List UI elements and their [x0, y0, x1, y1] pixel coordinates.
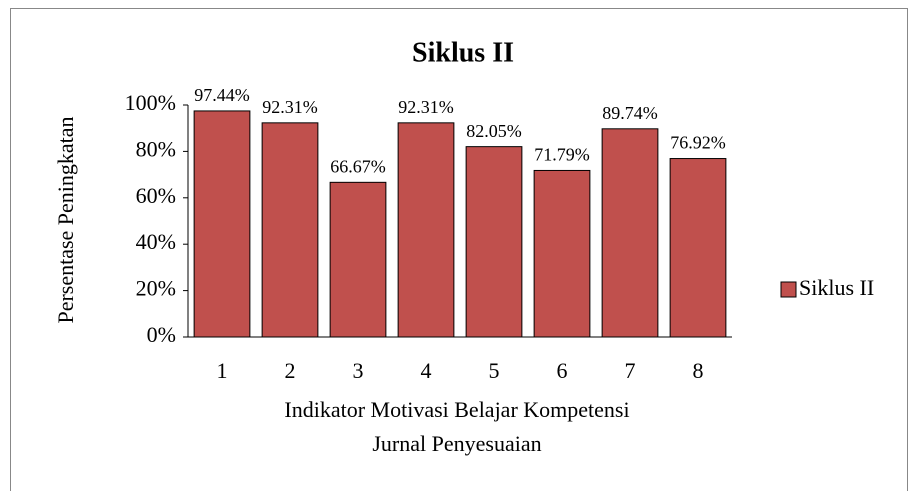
bar	[601, 128, 659, 338]
bar	[397, 122, 455, 338]
value-label: 82.05%	[466, 121, 522, 141]
bar	[533, 169, 591, 338]
y-tick-label: 0%	[147, 322, 176, 347]
x-tick-label: 3	[353, 358, 364, 383]
y-tick-label: 20%	[136, 276, 176, 301]
value-label: 66.67%	[330, 156, 386, 176]
value-label: 92.31%	[262, 97, 318, 117]
y-axis-title: Persentase Peningkatan	[53, 116, 78, 323]
chart-frame	[10, 8, 908, 491]
x-tick-label: 4	[421, 358, 432, 383]
x-tick-label: 1	[217, 358, 228, 383]
x-axis-title: Indikator Motivasi Belajar Kompetensi	[284, 397, 629, 422]
x-tick-label: 5	[489, 358, 500, 383]
legend-label: Siklus II	[799, 275, 874, 300]
bar	[193, 110, 251, 338]
x-tick-label: 8	[693, 358, 704, 383]
bar	[465, 146, 523, 338]
y-tick-label: 100%	[125, 90, 176, 115]
x-axis-title: Jurnal Penyesuaian	[372, 431, 541, 456]
value-label: 92.31%	[398, 97, 454, 117]
bar	[261, 122, 319, 338]
value-label: 71.79%	[534, 145, 590, 165]
chart-title: Siklus II	[412, 37, 514, 68]
x-tick-label: 2	[285, 358, 296, 383]
bar	[669, 158, 727, 338]
value-label: 76.92%	[670, 133, 726, 153]
y-tick-label: 40%	[136, 229, 176, 254]
x-tick-label: 6	[557, 358, 568, 383]
legend-swatch	[780, 281, 797, 298]
x-tick-label: 7	[625, 358, 636, 383]
y-tick-label: 80%	[136, 136, 176, 161]
bar	[329, 181, 387, 338]
value-label: 97.44%	[194, 85, 250, 105]
value-label: 89.74%	[602, 103, 658, 123]
y-tick-label: 60%	[136, 183, 176, 208]
